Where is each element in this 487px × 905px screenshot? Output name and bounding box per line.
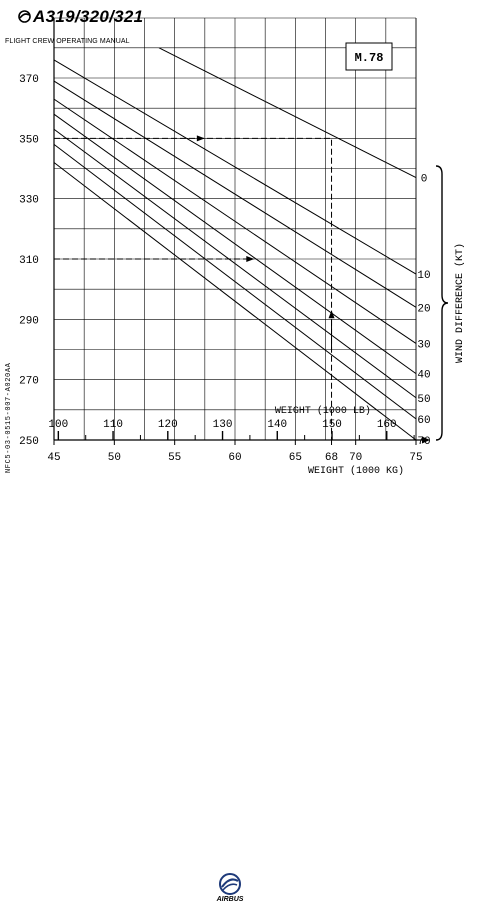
airbus-footer-logo — [218, 872, 242, 896]
x2-tick-label: 110 — [103, 419, 123, 431]
mach-box-label: M.78 — [355, 51, 384, 65]
x-tick-label: 45 — [47, 452, 60, 464]
manual-title-text: A319/320/321 — [33, 7, 144, 26]
x2-tick-label: 120 — [158, 419, 178, 431]
y-tick-label: 250 — [19, 436, 39, 448]
y-tick-label: 270 — [19, 376, 39, 388]
curve-label-20: 20 — [417, 303, 430, 315]
x-tick-label: 55 — [168, 452, 181, 464]
x2-axis-title: WEIGHT (1000 LB) — [275, 405, 371, 417]
x2-tick-label: 100 — [48, 419, 68, 431]
curve-wind-10 — [53, 59, 417, 275]
example-arrow-right — [246, 256, 255, 262]
x2-tick-label: 160 — [377, 419, 397, 431]
example-paths — [54, 135, 335, 440]
curve-wind-60 — [53, 143, 417, 420]
example-arrow-up — [328, 310, 335, 319]
y-tick-label: 330 — [19, 195, 39, 207]
curve-label-10: 10 — [417, 270, 430, 282]
chart-grid — [53, 17, 417, 441]
airbus-logo-icon — [18, 8, 31, 28]
manual-subtitle: FLIGHT CREW OPERATING MANUAL — [5, 38, 130, 45]
manual-title: A319/320/321 — [18, 7, 143, 28]
chart-labels: 0 10 20 30 40 50 60 70 250 270 290 310 330 350 370 45 50… — [19, 42, 466, 477]
y-tick-label: 350 — [19, 134, 39, 146]
airbus-swirl-icon — [219, 873, 241, 895]
x-tick-label: 65 — [289, 452, 302, 464]
curve-label-50: 50 — [417, 394, 430, 406]
footer-brand: AIRBUS — [216, 896, 244, 903]
curve-label-30: 30 — [417, 339, 430, 351]
curve-wind-50 — [53, 128, 417, 399]
curve-label-40: 40 — [417, 370, 430, 382]
x2-tick-label: 140 — [267, 419, 287, 431]
curve-wind-30 — [53, 98, 417, 344]
x-axis-title: WEIGHT (1000 KG) — [308, 465, 404, 477]
x-tick-label: 60 — [228, 452, 241, 464]
curve-wind-40 — [53, 113, 417, 375]
curve-label-0: 0 — [421, 174, 428, 186]
curve-wind-70 — [53, 162, 417, 441]
chart-axes — [53, 18, 430, 445]
right-axis-title: WIND DIFFERENCE (KT) — [454, 243, 466, 363]
x-tick-label: 70 — [349, 452, 362, 464]
flight-level-chart: 0 10 20 30 40 50 60 70 250 270 290 310 330 350 370 45 50… — [19, 17, 466, 477]
wind-difference-curves — [53, 47, 417, 441]
curve-wind-0 — [158, 47, 417, 178]
mach-box — [345, 42, 393, 71]
example-arrow-right — [196, 135, 205, 142]
x-tick-label: 68 — [325, 452, 338, 464]
curve-label-70: 70 — [417, 436, 430, 448]
y-tick-label: 370 — [19, 74, 39, 86]
x-tick-label: 50 — [108, 452, 121, 464]
x2-tick-label: 150 — [322, 419, 342, 431]
y-tick-label: 290 — [19, 315, 39, 327]
x-tick-label: 75 — [409, 452, 422, 464]
wind-brace — [435, 165, 449, 441]
curve-label-60: 60 — [417, 415, 430, 427]
y-tick-label: 310 — [19, 255, 39, 267]
x2-tick-label: 130 — [213, 419, 233, 431]
x-axis-arrow — [422, 436, 430, 444]
curve-wind-20 — [53, 80, 417, 308]
